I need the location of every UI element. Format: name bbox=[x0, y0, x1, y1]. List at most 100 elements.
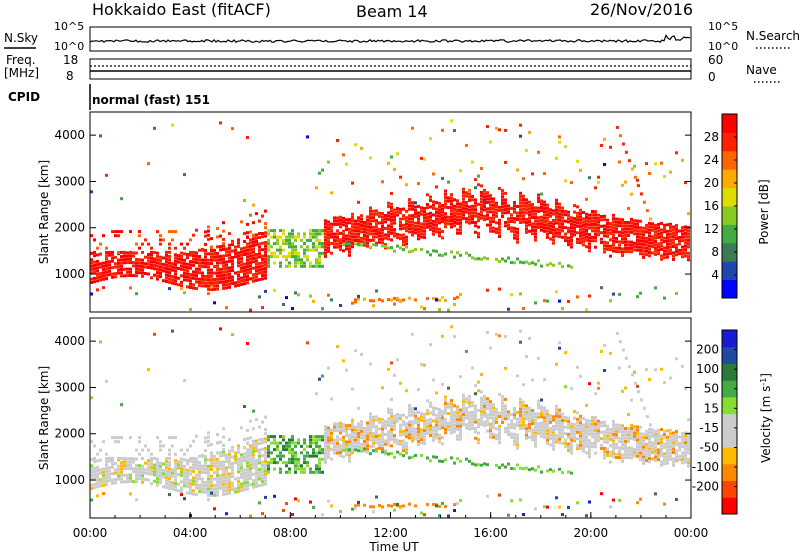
velocity-cell bbox=[180, 467, 183, 471]
power-cell bbox=[498, 205, 501, 209]
velocity-cell bbox=[327, 452, 330, 456]
power-cell bbox=[519, 221, 522, 224]
velocity-cell bbox=[372, 425, 375, 429]
power-cell bbox=[336, 232, 339, 236]
power-cell bbox=[153, 267, 156, 271]
power-cell bbox=[384, 245, 387, 248]
power-cell bbox=[489, 210, 492, 214]
velocity-cell bbox=[675, 455, 678, 459]
power-cell bbox=[423, 157, 426, 161]
power-cell bbox=[339, 231, 342, 235]
velocity-cell bbox=[204, 454, 207, 458]
power-cell bbox=[381, 180, 384, 184]
power-cell bbox=[255, 265, 258, 269]
power-cell bbox=[480, 203, 483, 207]
velocity-cell bbox=[471, 414, 474, 417]
power-cell bbox=[255, 278, 258, 282]
velocity-cell bbox=[288, 461, 291, 465]
velocity-cell bbox=[210, 464, 213, 468]
velocity-cell bbox=[180, 480, 183, 484]
velocity-cell bbox=[465, 423, 468, 427]
colorbar-tick-label: -200 bbox=[692, 480, 719, 494]
power-cell bbox=[534, 212, 537, 216]
velocity-cell bbox=[510, 412, 513, 416]
velocity-cell bbox=[168, 483, 171, 487]
power-cell bbox=[345, 218, 348, 222]
power-cell bbox=[564, 226, 567, 230]
velocity-cell bbox=[396, 358, 399, 362]
power-cell bbox=[420, 222, 423, 226]
velocity-cell bbox=[186, 484, 189, 488]
velocity-cell bbox=[420, 431, 423, 435]
power-cell bbox=[168, 287, 171, 291]
power-cell bbox=[645, 240, 648, 244]
velocity-cell bbox=[663, 462, 666, 466]
power-cell bbox=[105, 173, 108, 177]
power-cell bbox=[168, 261, 171, 265]
power-cell bbox=[600, 218, 603, 222]
ytick-label: 2000 bbox=[54, 427, 85, 441]
power-cell bbox=[246, 281, 249, 285]
velocity-cell bbox=[141, 464, 144, 468]
power-cell bbox=[600, 286, 603, 290]
power-cell bbox=[597, 180, 600, 184]
power-cell bbox=[465, 220, 468, 224]
velocity-cell bbox=[633, 454, 636, 458]
power-cell bbox=[372, 304, 375, 308]
velocity-cell bbox=[399, 417, 402, 421]
power-cell bbox=[420, 225, 423, 229]
power-cell bbox=[582, 211, 585, 214]
velocity-cell bbox=[222, 450, 225, 454]
power-cell bbox=[441, 204, 444, 207]
power-cell bbox=[222, 267, 225, 271]
power-cell bbox=[534, 232, 537, 236]
velocity-cell bbox=[558, 428, 561, 432]
power-cell bbox=[105, 264, 108, 268]
power-cell bbox=[645, 223, 648, 227]
velocity-cell bbox=[144, 471, 147, 475]
velocity-cell bbox=[504, 430, 507, 434]
velocity-cell bbox=[348, 440, 351, 444]
power-cell bbox=[522, 261, 525, 265]
velocity-cell bbox=[381, 440, 384, 444]
power-cell bbox=[384, 233, 387, 237]
velocity-cell bbox=[138, 436, 141, 440]
velocity-cell bbox=[141, 477, 144, 481]
velocity-cell bbox=[288, 467, 291, 471]
power-cell bbox=[684, 231, 687, 235]
power-cell bbox=[462, 197, 465, 201]
power-cell bbox=[411, 249, 414, 253]
power-cell bbox=[462, 210, 465, 214]
power-cell bbox=[456, 209, 459, 212]
velocity-cell bbox=[426, 399, 429, 403]
power-cell bbox=[408, 296, 411, 300]
velocity-cell bbox=[459, 459, 462, 463]
power-cell bbox=[381, 228, 384, 232]
power-cell bbox=[639, 236, 642, 239]
velocity-cell bbox=[405, 425, 408, 429]
velocity-cell bbox=[96, 485, 99, 489]
velocity-cell bbox=[423, 363, 426, 367]
velocity-cell bbox=[609, 431, 612, 435]
power-cell bbox=[159, 262, 162, 266]
velocity-cell bbox=[603, 440, 606, 444]
colorbar-swatch bbox=[722, 430, 737, 448]
velocity-cell bbox=[669, 445, 672, 448]
velocity-cell bbox=[450, 399, 453, 403]
velocity-cell bbox=[663, 502, 666, 506]
velocity-cell bbox=[609, 460, 612, 464]
power-cell bbox=[186, 256, 189, 260]
power-cell bbox=[426, 206, 429, 210]
velocity-cell bbox=[294, 444, 297, 448]
power-cell bbox=[165, 267, 168, 270]
velocity-cell bbox=[432, 412, 435, 416]
power-cell bbox=[390, 222, 393, 226]
velocity-cell bbox=[285, 448, 288, 452]
velocity-cell bbox=[459, 498, 462, 502]
power-cell bbox=[381, 241, 384, 245]
velocity-cell bbox=[666, 458, 669, 462]
velocity-cell bbox=[678, 442, 681, 445]
velocity-cell bbox=[579, 431, 582, 434]
velocity-cell bbox=[90, 474, 93, 477]
power-cell bbox=[351, 225, 354, 229]
